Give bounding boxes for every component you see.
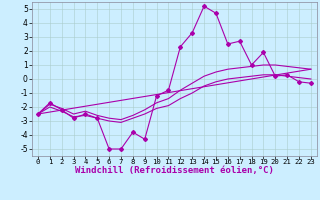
X-axis label: Windchill (Refroidissement éolien,°C): Windchill (Refroidissement éolien,°C)	[75, 166, 274, 175]
